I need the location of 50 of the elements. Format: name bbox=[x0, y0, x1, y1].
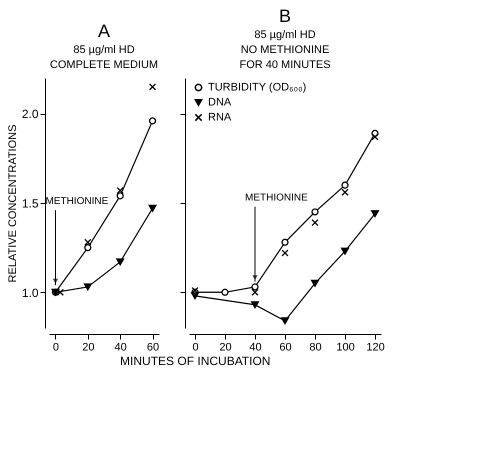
point bbox=[280, 317, 290, 324]
x-tick-label: 80 bbox=[309, 342, 322, 354]
point bbox=[251, 283, 259, 291]
chart-title: A bbox=[98, 21, 110, 41]
chart-title: B bbox=[278, 6, 292, 26]
legend-label: TURBIDITY (OD₆₀₀) bbox=[208, 82, 306, 94]
x-axis-title: MINUTES OF INCUBATION bbox=[120, 354, 270, 368]
x-tick-label: 20 bbox=[219, 342, 232, 354]
chart-subtitle: 85 µg/ml HD COMPLETE MEDIUM bbox=[50, 44, 158, 71]
point bbox=[310, 280, 320, 287]
point bbox=[84, 238, 92, 246]
point bbox=[311, 219, 319, 226]
point bbox=[250, 301, 260, 308]
x-tick-label: 0 bbox=[192, 342, 199, 354]
point bbox=[311, 208, 319, 216]
x-tick-label: 100 bbox=[336, 342, 355, 354]
x-tick-label: 60 bbox=[279, 342, 292, 354]
y-tick-label: 1.5 bbox=[22, 196, 39, 210]
point bbox=[221, 288, 229, 296]
point bbox=[148, 83, 156, 91]
chart-subtitle: 85 µg/ml HD NO METHIONINE FOR 40 MINUTES bbox=[239, 29, 331, 71]
point bbox=[148, 117, 156, 124]
x-tick-label: 0 bbox=[52, 342, 60, 354]
point bbox=[148, 204, 157, 212]
point bbox=[56, 288, 64, 296]
point bbox=[341, 182, 349, 189]
legend-label: DNA bbox=[208, 96, 232, 108]
x-tick-label: 40 bbox=[249, 342, 262, 354]
y-tick-label: 1.0 bbox=[22, 286, 39, 300]
x-tick-label: 40 bbox=[114, 342, 127, 354]
point bbox=[281, 238, 289, 246]
y-axis-title: RELATIVE CONCENTRATIONS bbox=[6, 124, 19, 282]
point bbox=[116, 192, 124, 200]
x-tick-label: 60 bbox=[146, 342, 160, 354]
point bbox=[190, 292, 200, 300]
point bbox=[341, 188, 349, 196]
point bbox=[84, 283, 92, 290]
point bbox=[251, 288, 259, 296]
point bbox=[116, 258, 124, 266]
point bbox=[340, 248, 350, 255]
x-tick-label: 120 bbox=[366, 342, 385, 354]
annotation: METHIONINE bbox=[245, 192, 308, 204]
legend-label: RNA bbox=[208, 112, 232, 124]
point bbox=[116, 186, 124, 194]
point bbox=[370, 210, 380, 218]
point bbox=[281, 249, 289, 257]
annotation: METHIONINE bbox=[45, 196, 109, 208]
x-tick-label: 20 bbox=[82, 342, 94, 354]
point bbox=[84, 244, 92, 252]
y-tick-label: 2.0 bbox=[22, 107, 39, 122]
